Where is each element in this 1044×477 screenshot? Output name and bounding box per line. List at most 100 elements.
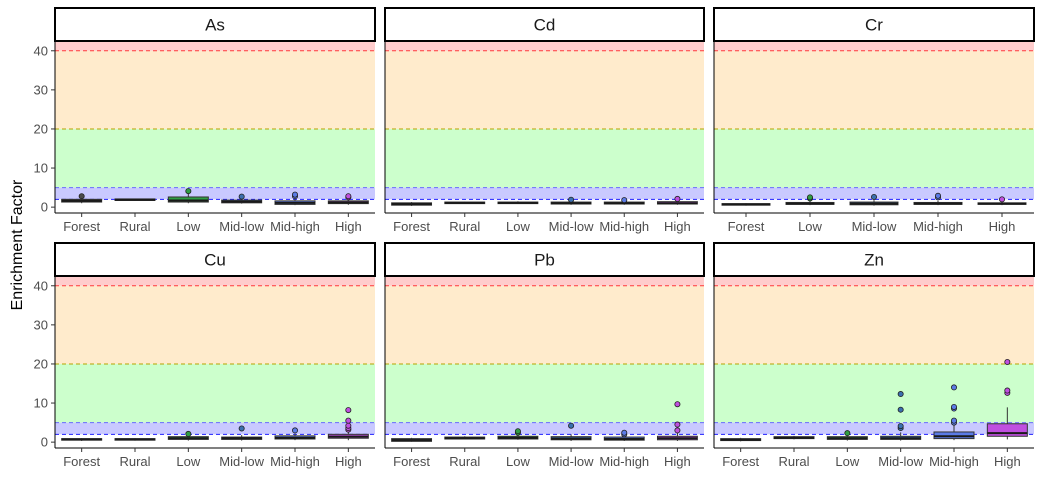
x-tick-label: Mid-high xyxy=(929,454,979,469)
outlier-point xyxy=(897,423,904,430)
box-rural xyxy=(114,438,156,441)
outlier-point xyxy=(807,194,814,201)
outlier-point xyxy=(1004,358,1011,365)
facet-strip-label: Pb xyxy=(534,251,555,270)
box-forest xyxy=(391,202,433,206)
outlier-point xyxy=(999,196,1006,203)
box-low xyxy=(826,430,868,441)
outlier-point xyxy=(568,196,575,203)
threshold-band xyxy=(385,422,704,435)
panel-plot-area xyxy=(385,41,704,206)
facet-strip-label: Zn xyxy=(864,251,884,270)
x-tick-label: Forest xyxy=(393,454,430,469)
outlier-point xyxy=(185,188,192,195)
x-tick-label: Mid-low xyxy=(219,454,264,469)
panel-cd: Cd Forest Rural Low Mid-low Mid-high High xyxy=(384,7,705,234)
y-tick-label: 30 xyxy=(34,317,48,332)
x-tick-label: High xyxy=(989,219,1016,234)
box-mid-high xyxy=(933,384,975,441)
facet-strip xyxy=(54,7,376,42)
outlier-point xyxy=(238,193,245,200)
facet-strip xyxy=(713,242,1035,277)
box-rural xyxy=(773,435,815,440)
x-tick-label: Low xyxy=(835,454,859,469)
threshold-band xyxy=(55,187,375,200)
x-tick-label: High xyxy=(994,454,1021,469)
outlier-point xyxy=(345,422,352,429)
outlier-point xyxy=(621,429,628,436)
facet-strip xyxy=(384,7,705,42)
facet-strip xyxy=(54,242,376,277)
box-rural xyxy=(444,201,486,205)
threshold-band xyxy=(385,50,704,129)
y-tick-label: 10 xyxy=(34,396,48,411)
outlier-point xyxy=(621,197,628,204)
outlier-point xyxy=(185,430,192,437)
box-mid-low xyxy=(880,391,922,441)
threshold-band xyxy=(714,363,1034,423)
threshold-band xyxy=(385,363,704,423)
outlier-point xyxy=(935,192,942,199)
y-tick-label: 20 xyxy=(34,121,48,136)
threshold-band xyxy=(714,285,1034,364)
outlier-point xyxy=(897,406,904,413)
x-tick-label: High xyxy=(664,454,691,469)
x-tick-label: Low xyxy=(798,219,822,234)
x-tick-label: Forest xyxy=(63,219,100,234)
x-tick-label: High xyxy=(335,219,362,234)
box-mid-high xyxy=(274,191,316,206)
x-tick-label: Mid-high xyxy=(599,454,649,469)
x-tick-label: Low xyxy=(176,454,200,469)
threshold-band xyxy=(55,41,375,51)
threshold-band xyxy=(55,50,375,129)
facet-strip-label: As xyxy=(205,16,225,35)
outlier-point xyxy=(568,422,575,429)
outlier-point xyxy=(951,417,958,424)
x-tick-label: Rural xyxy=(449,454,480,469)
box-mid-high xyxy=(274,427,316,441)
threshold-band xyxy=(714,50,1034,129)
threshold-band xyxy=(714,422,1034,435)
threshold-band xyxy=(714,41,1034,51)
y-tick-label: 20 xyxy=(34,356,48,371)
outlier-point xyxy=(871,193,878,200)
x-tick-label: Mid-high xyxy=(270,219,320,234)
x-tick-label: Rural xyxy=(449,219,480,234)
threshold-band xyxy=(385,128,704,188)
y-tick-label: 40 xyxy=(34,278,48,293)
threshold-band xyxy=(714,276,1034,286)
x-tick-label: Mid-high xyxy=(599,219,649,234)
box-rural xyxy=(114,198,156,201)
x-tick-label: Rural xyxy=(778,454,809,469)
threshold-band xyxy=(385,187,704,200)
outlier-point xyxy=(1004,387,1011,394)
box-forest xyxy=(721,203,771,206)
y-tick-label: 0 xyxy=(41,200,48,215)
x-tick-label: Mid-low xyxy=(549,219,594,234)
x-tick-label: Forest xyxy=(63,454,100,469)
x-tick-label: Mid-high xyxy=(913,219,963,234)
box-forest xyxy=(61,438,103,441)
box-mid-low xyxy=(550,422,592,441)
box-mid-low xyxy=(221,193,263,204)
box-low xyxy=(785,194,835,206)
threshold-band xyxy=(385,285,704,364)
x-tick-label: Low xyxy=(506,454,530,469)
x-tick-label: Rural xyxy=(119,219,150,234)
x-tick-label: Forest xyxy=(728,219,765,234)
outlier-point xyxy=(238,425,245,432)
box-mid-low xyxy=(550,196,592,205)
threshold-band xyxy=(714,187,1034,200)
x-tick-label: High xyxy=(335,454,362,469)
threshold-band xyxy=(55,276,375,286)
outlier-point xyxy=(844,430,851,437)
box-high xyxy=(986,358,1028,440)
panel-plot-area xyxy=(385,276,704,442)
panel-plot-area xyxy=(55,41,375,206)
box-low xyxy=(497,201,539,205)
box-high xyxy=(327,407,369,441)
outlier-point xyxy=(345,193,352,200)
box-high xyxy=(656,195,698,205)
x-tick-label: Mid-low xyxy=(852,219,897,234)
